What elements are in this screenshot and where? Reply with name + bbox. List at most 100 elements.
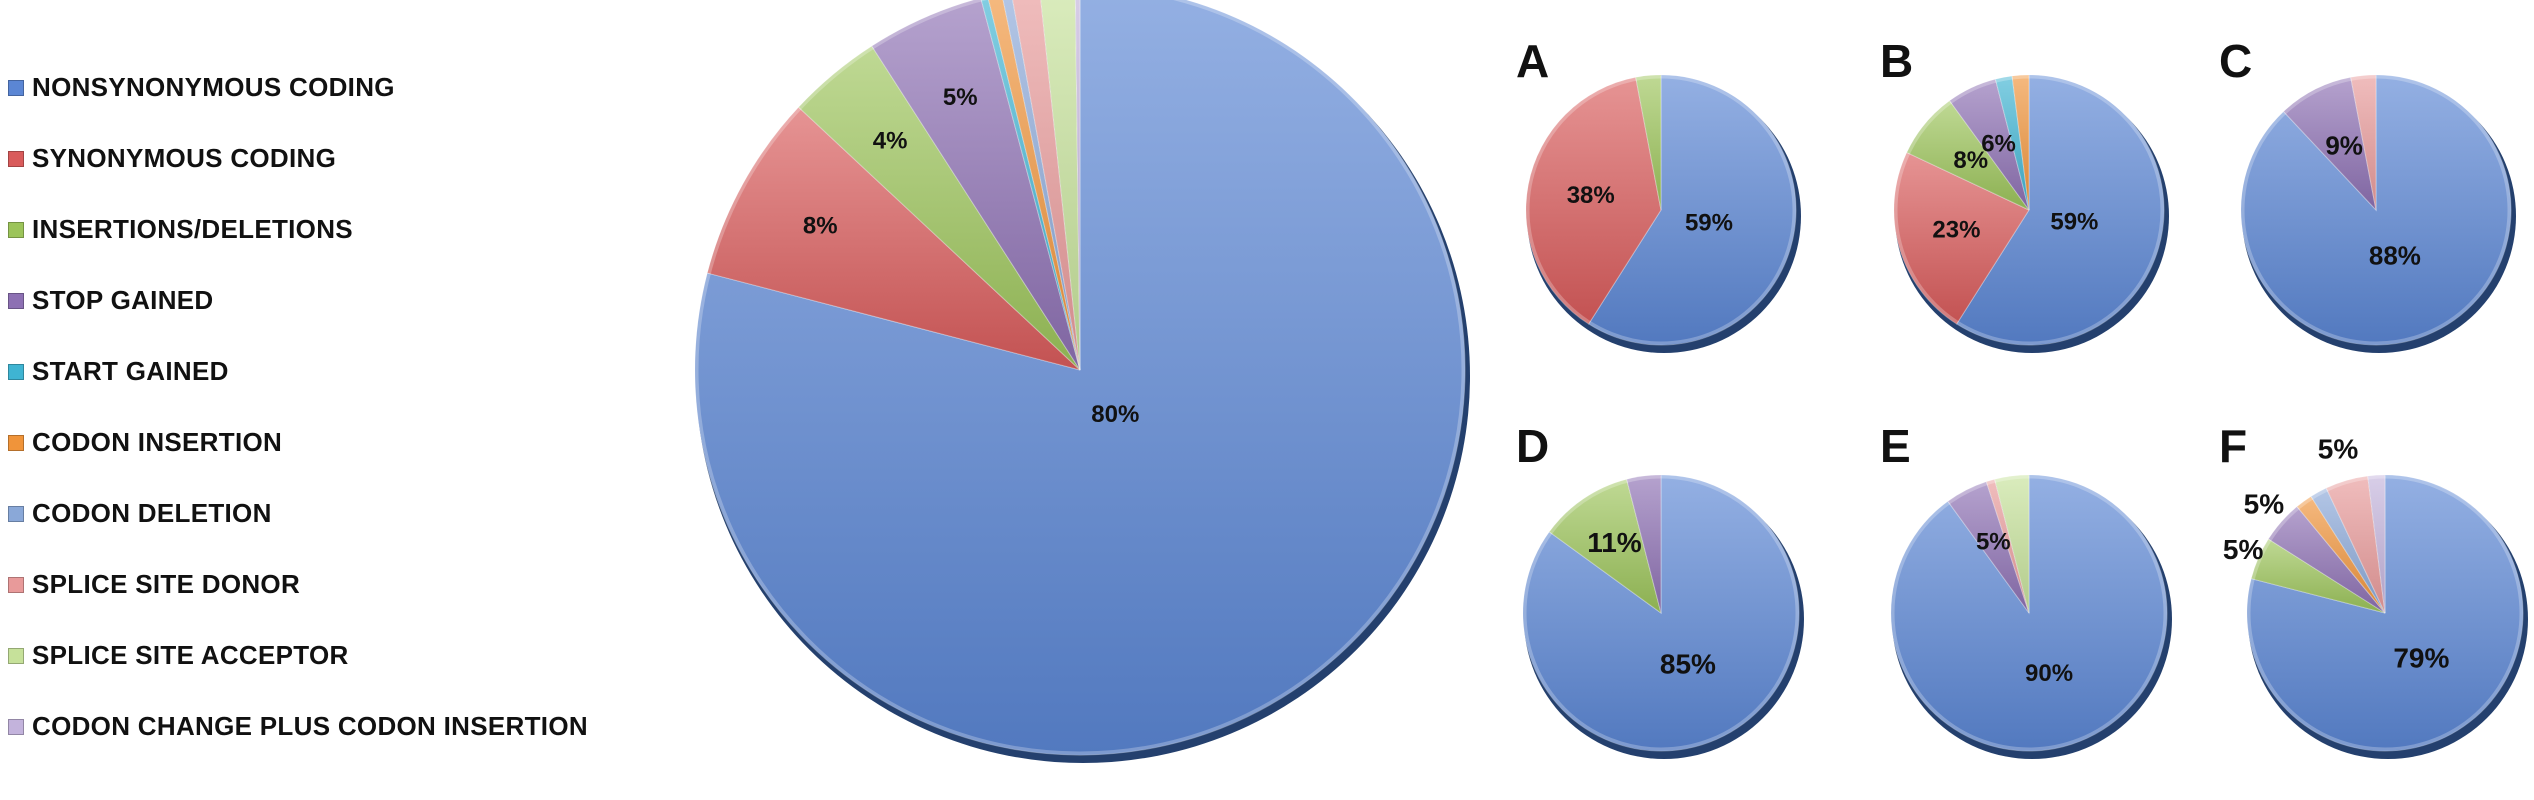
pie-gloss [2247, 475, 2523, 751]
pie-chart-f: 79% 5% 5% 5% [2223, 434, 2528, 759]
pie-slice-label: 90% [2025, 660, 2073, 687]
pie-slice [1890, 474, 2168, 752]
pie-slice [706, 106, 1081, 371]
pie-slice [1626, 474, 1662, 614]
legend-item: STOP GAINED [8, 265, 708, 336]
legend-label: START GAINED [32, 356, 229, 386]
pie-slice [2325, 475, 2386, 614]
pie-slice [1522, 474, 1800, 752]
pie-slice [988, 0, 1081, 371]
legend-swatch [8, 363, 24, 380]
legend-item: START GAINED [8, 336, 708, 407]
pie-slice-label: 88% [2369, 241, 2421, 271]
pie-slice [1635, 74, 1662, 211]
legend: NONSYNONYMOUS CODING SYNONYMOUS CODING INS… [8, 52, 708, 762]
legend-swatch [8, 647, 24, 664]
legend-swatch [8, 434, 24, 451]
panel-label: C [2219, 35, 2252, 87]
legend-swatch [8, 150, 24, 167]
pie-slice-label: 11% [1587, 527, 1642, 558]
legend-item: SYNONYMOUS CODING [8, 123, 708, 194]
pie-slice-label: 6% [1981, 131, 2016, 158]
legend-item: SPLICE SITE DONOR [8, 549, 708, 620]
pie-slice [2246, 474, 2524, 752]
legend-label: SPLICE SITE DONOR [32, 569, 301, 599]
legend-item: CODON DELETION [8, 478, 708, 549]
pie-slice-label: 5% [2223, 534, 2264, 565]
pie-slice-label: 85% [1660, 648, 1716, 679]
pie-slice [1012, 0, 1081, 371]
pie-slice-label: 59% [2050, 209, 2098, 236]
pie-gloss [695, 0, 1465, 755]
legend-item: CODON INSERTION [8, 407, 708, 478]
pie-chart-e: 90% 5% [1890, 474, 2172, 759]
pie-slice [1994, 75, 2030, 211]
legend-label: STOP GAINED [32, 285, 214, 315]
pie-slice-label: 8% [803, 212, 838, 239]
pie-gloss [1523, 475, 1799, 751]
legend-label: NONSYNONYMOUS CODING [32, 72, 395, 102]
panel-label: B [1880, 35, 1913, 87]
pie-slice-label: 59% [1685, 209, 1733, 236]
pie-gloss [1891, 475, 2167, 751]
legend-label: CODON DELETION [32, 498, 272, 528]
pie-slice [2240, 74, 2512, 346]
pie-slice-label: 9% [2325, 130, 2363, 160]
pie-slice-label: 80% [1091, 401, 1139, 428]
legend-label: SYNONYMOUS CODING [32, 143, 337, 173]
legend-swatch [8, 576, 24, 593]
pie-chart-a: 59% 38% [1525, 74, 1801, 353]
pie-chart-main: 80% 8% 4% 5% [694, 0, 1470, 763]
pie-slice-label: 5% [943, 84, 978, 111]
pie-slice [2367, 474, 2386, 614]
pie-slice [1040, 0, 1081, 371]
pie-gloss [1894, 75, 2164, 345]
legend-item: SPLICE SITE ACCEPTOR [8, 620, 708, 691]
pie-gloss [1526, 75, 1796, 345]
pie-slice [2011, 74, 2030, 211]
panel-label: F [2219, 420, 2247, 472]
pie-slice [1948, 78, 2030, 211]
pie-slice [1985, 478, 2030, 614]
panel-label: A [1516, 35, 1549, 87]
legend-item: NONSYNONYMOUS CODING [8, 52, 708, 123]
pie-slice [1994, 474, 2030, 614]
pie-slice [2282, 76, 2377, 212]
pie-slice [1587, 74, 1797, 346]
pie-chart-d: 85% 11% [1522, 474, 1804, 759]
pie-slice [2350, 74, 2377, 211]
pie-slice [2267, 505, 2386, 614]
pie-slice-label: 79% [2393, 642, 2449, 673]
legend-swatch [8, 79, 24, 96]
panel-label: E [1880, 420, 1911, 472]
legend-label: CODON INSERTION [32, 427, 283, 457]
pie-slice [1955, 74, 2165, 346]
panel-label: D [1516, 420, 1549, 472]
pie-slice-label: 23% [1932, 216, 1980, 243]
pie-chart-c: 88% 9% [2240, 74, 2516, 353]
pie-slice [1002, 0, 1081, 371]
pie-slice [694, 0, 1466, 756]
legend-label: SPLICE SITE ACCEPTOR [32, 640, 349, 670]
pie-slice [797, 45, 1081, 371]
pie-slice-label: 38% [1567, 182, 1615, 209]
pie-slice [1548, 478, 1662, 615]
pie-slice [2310, 487, 2386, 614]
legend-swatch [8, 292, 24, 309]
legend-swatch [8, 718, 24, 735]
pie-slice [871, 0, 1081, 371]
pie-slice-label: 5% [1976, 528, 2011, 555]
pie-slice [1525, 76, 1662, 325]
pie-slice [1947, 481, 2030, 614]
pie-slice [2250, 538, 2386, 614]
legend-label: CODON CHANGE PLUS CODON INSERTION [32, 711, 588, 741]
pie-slice-label: 5% [2244, 489, 2285, 520]
pie-gloss [2241, 75, 2511, 345]
legend-label: INSERTIONS/DELETIONS [32, 214, 353, 244]
legend-swatch [8, 505, 24, 522]
pie-slice [1893, 151, 2030, 325]
pie-slice [1074, 0, 1081, 371]
legend-swatch [8, 221, 24, 238]
legend-item: CODON CHANGE PLUS CODON INSERTION [8, 691, 708, 762]
